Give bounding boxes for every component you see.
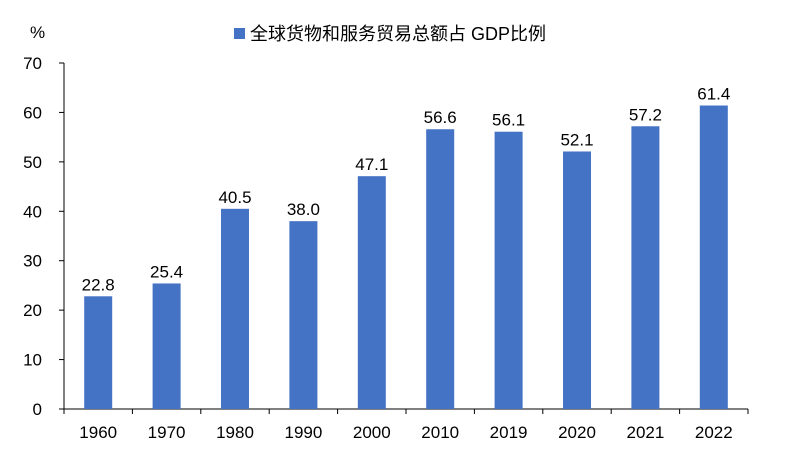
bar-data-label: 56.6 (424, 108, 457, 127)
bar-data-label: 25.4 (150, 262, 183, 281)
bar-data-label: 38.0 (287, 200, 320, 219)
bar-data-label: 40.5 (218, 188, 251, 207)
x-tick-label: 2010 (421, 423, 459, 442)
bar (357, 176, 386, 409)
legend: 全球货物和服务贸易总额占 GDP比例 (234, 24, 546, 44)
y-tick-label: 60 (23, 103, 42, 122)
y-tick-label: 50 (23, 153, 42, 172)
bars-group (84, 105, 728, 410)
bar (494, 131, 523, 409)
x-tick-label: 1970 (148, 423, 186, 442)
x-tick-label: 1990 (284, 423, 322, 442)
y-tick-label: 0 (33, 400, 42, 419)
x-tick-label: 2019 (490, 423, 528, 442)
data-labels-group: 22.8 25.4 40.5 38.0 47.1 56.6 56.1 52.1 57.2 61.4 (82, 85, 731, 295)
bar (426, 129, 455, 409)
y-axis: 0 10 20 30 40 50 60 70 (23, 54, 65, 419)
y-tick-label: 40 (23, 202, 42, 221)
bar (631, 126, 660, 410)
y-axis-unit-label: % (30, 23, 45, 42)
x-tick-label: 1980 (216, 423, 254, 442)
y-tick-label: 10 (23, 351, 42, 370)
x-tick-label: 2022 (695, 423, 733, 442)
y-tick-label: 30 (23, 252, 42, 271)
x-tick-label: 2021 (626, 423, 664, 442)
x-tick-label: 2020 (558, 423, 596, 442)
x-tick-label: 1960 (79, 423, 117, 442)
bar-data-label: 56.1 (492, 111, 525, 130)
bar-data-label: 47.1 (355, 155, 388, 174)
bar (84, 296, 113, 409)
bar (221, 208, 249, 409)
bar-data-label: 22.8 (82, 275, 115, 294)
y-tick-label: 70 (23, 54, 42, 73)
y-tick-label: 20 (23, 301, 42, 320)
x-tick-label: 2000 (353, 423, 391, 442)
bar-data-label: 52.1 (560, 130, 593, 149)
legend-swatch (234, 28, 245, 39)
bar-data-label: 61.4 (697, 85, 730, 104)
bar-data-label: 57.2 (629, 105, 662, 124)
bar (289, 221, 318, 409)
legend-label: 全球货物和服务贸易总额占 GDP比例 (250, 24, 546, 44)
bar (152, 283, 181, 409)
bar (699, 105, 728, 409)
bar (563, 151, 591, 409)
x-axis: 1960 1970 1980 1990 2000 2010 2019 2020 2021 2022 (63, 408, 749, 442)
